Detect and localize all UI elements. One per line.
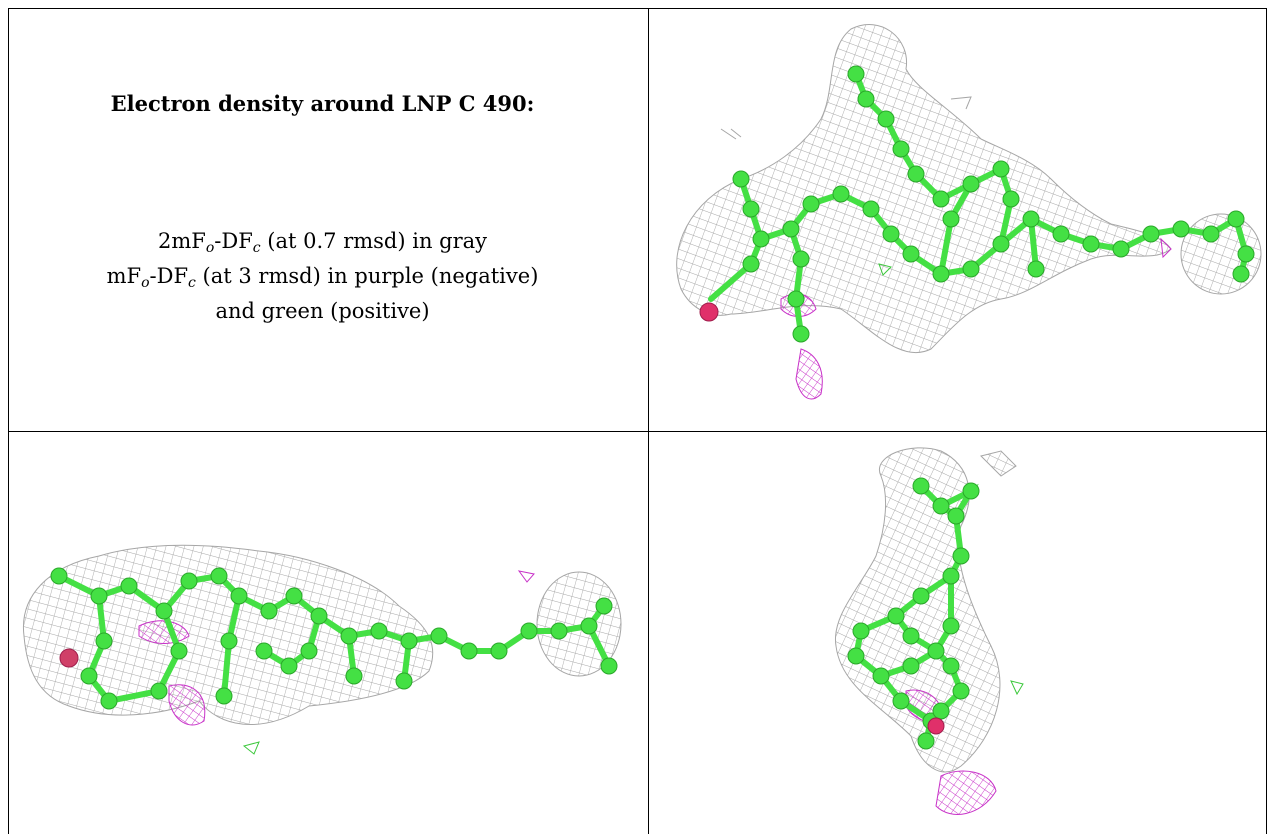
table-border-top bbox=[8, 8, 1267, 9]
description-line-difference: mFo-DFc (at 3 rmsd) in purple (negative) bbox=[106, 264, 539, 291]
ligand-atoms bbox=[847, 477, 980, 750]
ligand-atoms bbox=[732, 65, 1255, 343]
green-density-mesh bbox=[1010, 680, 1024, 696]
description-line-positive: and green (positive) bbox=[215, 299, 430, 323]
ligand-atoms bbox=[50, 567, 618, 710]
oxygen-atom bbox=[59, 648, 79, 668]
oxygen-atom bbox=[927, 717, 945, 735]
figure-title: Electron density around LNP C 490: bbox=[110, 91, 535, 116]
description-line-gray: 2mFo-DFc (at 0.7 rmsd) in gray bbox=[157, 229, 488, 256]
density-view-bottom-left bbox=[9, 436, 636, 834]
caption-cell: Electron density around LNP C 490: 2mFo-… bbox=[9, 9, 636, 428]
density-view-bottom-right bbox=[651, 436, 1267, 834]
green-density-mesh bbox=[242, 741, 260, 755]
green-density-mesh bbox=[878, 263, 892, 276]
oxygen-atom bbox=[699, 302, 719, 322]
density-view-top-right bbox=[651, 9, 1267, 428]
figure-description: 2mFo-DFc (at 0.7 rmsd) in gray mFo-DFc (… bbox=[9, 227, 636, 325]
table-border-right bbox=[1266, 8, 1267, 834]
table-border-left bbox=[8, 8, 9, 834]
table-border-row-divider bbox=[8, 431, 1267, 432]
table-border-middle bbox=[648, 8, 649, 834]
